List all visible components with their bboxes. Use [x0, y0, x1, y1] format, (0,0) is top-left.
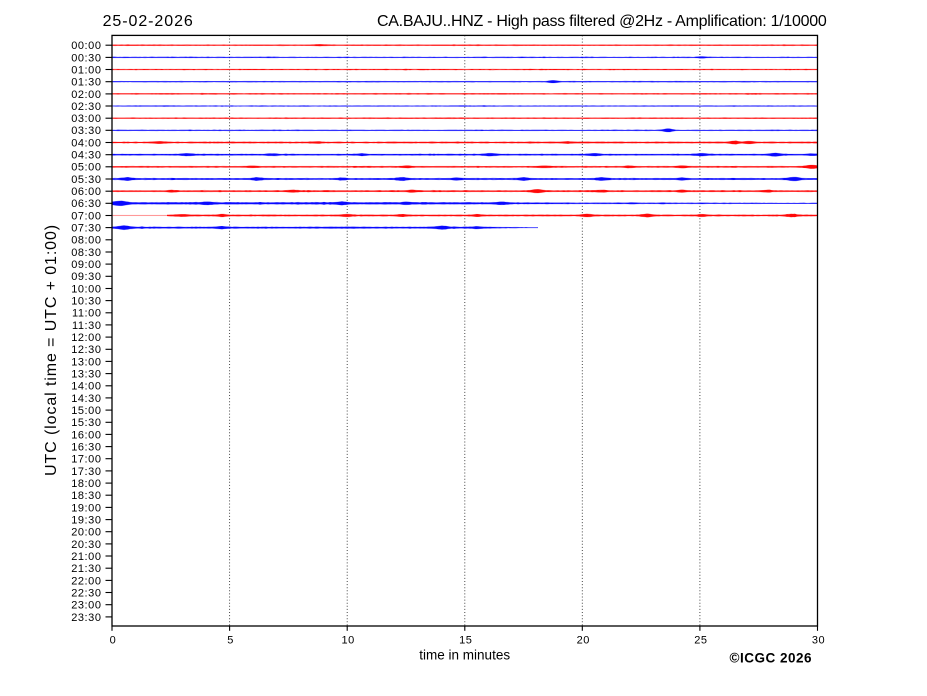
svg-text:10: 10	[342, 634, 355, 646]
svg-text:09:00: 09:00	[71, 259, 101, 271]
svg-text:20:30: 20:30	[71, 539, 101, 551]
svg-text:01:00: 01:00	[71, 64, 101, 76]
svg-text:20:00: 20:00	[71, 527, 101, 539]
svg-text:08:30: 08:30	[71, 247, 101, 259]
svg-text:07:30: 07:30	[71, 223, 101, 235]
svg-text:18:00: 18:00	[71, 478, 101, 490]
svg-text:02:30: 02:30	[71, 101, 101, 113]
svg-text:08:00: 08:00	[71, 235, 101, 247]
svg-text:06:30: 06:30	[71, 198, 101, 210]
svg-text:11:30: 11:30	[72, 320, 101, 332]
svg-text:5: 5	[227, 634, 234, 646]
svg-text:04:30: 04:30	[71, 150, 101, 162]
svg-text:13:00: 13:00	[71, 356, 101, 368]
svg-text:18:30: 18:30	[71, 490, 101, 502]
svg-text:03:30: 03:30	[71, 125, 101, 137]
svg-text:17:00: 17:00	[71, 454, 101, 466]
svg-text:16:00: 16:00	[71, 429, 101, 441]
svg-text:12:00: 12:00	[71, 332, 101, 344]
svg-text:21:00: 21:00	[71, 551, 101, 563]
svg-text:20: 20	[577, 634, 590, 646]
svg-text:19:30: 19:30	[71, 515, 101, 527]
svg-text:05:00: 05:00	[71, 162, 101, 174]
svg-text:19:00: 19:00	[71, 502, 101, 514]
svg-text:25-02-2026: 25-02-2026	[103, 13, 194, 30]
svg-text:CA.BAJU..HNZ - High pass filte: CA.BAJU..HNZ - High pass filtered @2Hz -…	[377, 13, 827, 30]
svg-text:09:30: 09:30	[71, 271, 101, 283]
svg-text:15:30: 15:30	[71, 417, 101, 429]
svg-text:10:30: 10:30	[71, 296, 101, 308]
svg-text:30: 30	[812, 634, 825, 646]
svg-text:07:00: 07:00	[71, 210, 101, 222]
svg-text:22:30: 22:30	[71, 587, 101, 599]
svg-text:22:00: 22:00	[71, 575, 101, 587]
svg-text:UTC (local time = UTC + 01:00): UTC (local time = UTC + 01:00)	[43, 224, 60, 476]
svg-text:14:00: 14:00	[71, 381, 101, 393]
svg-text:01:30: 01:30	[71, 77, 101, 89]
svg-text:03:00: 03:00	[71, 113, 101, 125]
svg-text:17:30: 17:30	[71, 466, 101, 478]
svg-text:21:30: 21:30	[71, 563, 101, 575]
svg-text:14:30: 14:30	[71, 393, 101, 405]
svg-text:©ICGC 2026: ©ICGC 2026	[730, 651, 812, 666]
svg-text:16:30: 16:30	[71, 442, 101, 454]
svg-text:10:00: 10:00	[71, 283, 101, 295]
svg-text:11:00: 11:00	[72, 308, 101, 320]
svg-text:12:30: 12:30	[71, 344, 101, 356]
svg-text:06:00: 06:00	[71, 186, 101, 198]
svg-text:00:00: 00:00	[71, 40, 101, 52]
svg-text:25: 25	[694, 634, 707, 646]
svg-text:23:00: 23:00	[71, 600, 101, 612]
svg-text:23:30: 23:30	[71, 612, 101, 624]
svg-text:15: 15	[459, 634, 472, 646]
svg-text:0: 0	[110, 634, 117, 646]
svg-text:05:30: 05:30	[71, 174, 101, 186]
svg-text:00:30: 00:30	[71, 52, 101, 64]
svg-text:13:30: 13:30	[71, 369, 101, 381]
svg-text:04:00: 04:00	[71, 137, 101, 149]
svg-text:02:00: 02:00	[71, 89, 101, 101]
svg-text:time in minutes: time in minutes	[419, 648, 510, 663]
svg-text:15:00: 15:00	[71, 405, 101, 417]
